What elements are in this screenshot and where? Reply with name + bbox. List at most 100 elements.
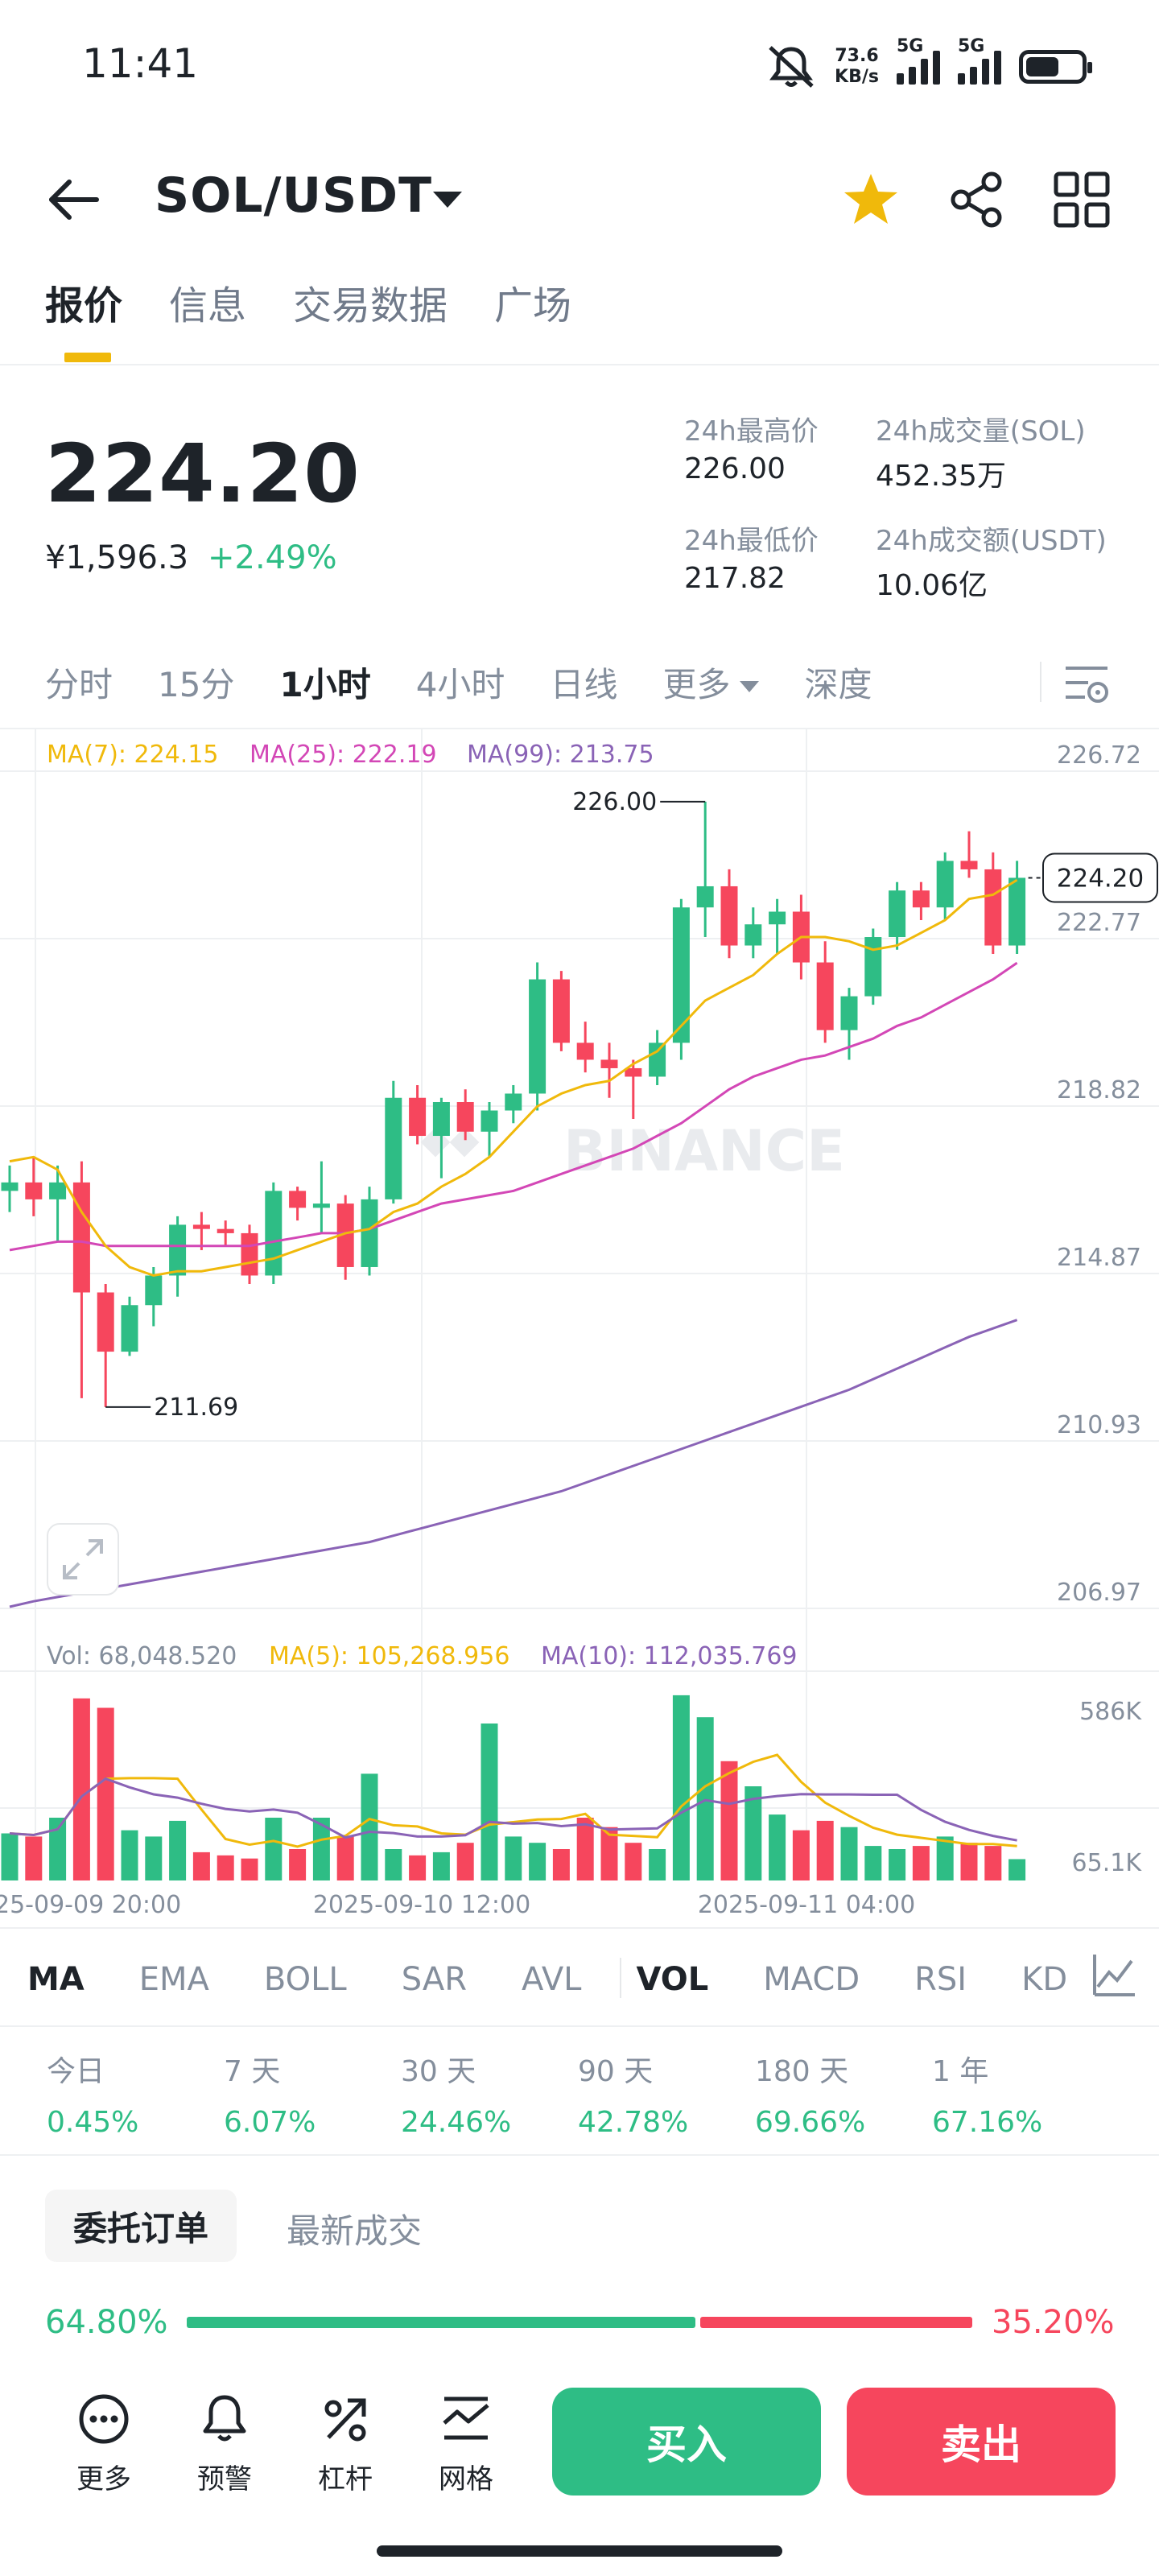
volume-sol-value: 452.35万: [876, 460, 1006, 493]
separator: [1040, 662, 1041, 702]
caret-down-icon[interactable]: [433, 192, 462, 208]
status-bar: 11:41 73.6 KB/s 5G 5G: [0, 0, 1159, 137]
indicator-chart-icon[interactable]: [1090, 1951, 1138, 2000]
kline-chart[interactable]: BINANCE 226.72 222.77 218.82 214.87 210.93 20…: [0, 729, 1159, 1935]
more-action[interactable]: 更多: [60, 2391, 148, 2496]
tab-open-orders[interactable]: 委托订单: [45, 2190, 237, 2262]
ind-boll[interactable]: BOLL: [263, 1961, 347, 1998]
tf-15m[interactable]: 15分: [158, 664, 235, 704]
perf-today: 今日 0.45%: [47, 2048, 138, 2139]
ind-vol[interactable]: VOL: [636, 1961, 709, 1998]
vol-ma10-label: MA(10): 112,035.769: [541, 1642, 798, 1670]
volume-bar: [552, 1849, 570, 1880]
expand-chart-button[interactable]: [47, 1523, 119, 1596]
tf-more[interactable]: 更多: [662, 658, 760, 707]
tab-latest-trades[interactable]: 最新成交: [287, 2211, 423, 2251]
perf-1y: 1 年 67.16%: [932, 2048, 1042, 2139]
star-icon[interactable]: [840, 169, 901, 230]
y-tick-label: 226.72: [1057, 741, 1141, 770]
candle: [720, 869, 738, 959]
candle-body: [265, 1191, 283, 1276]
more-icon: [79, 2394, 129, 2444]
candle-body: [672, 907, 690, 1043]
kline-chart-svg[interactable]: BINANCE 226.72 222.77 218.82 214.87 210.93 20…: [0, 729, 1159, 1935]
divider: [0, 728, 1159, 729]
volume-bar: [840, 1827, 858, 1880]
ind-rsi[interactable]: RSI: [914, 1961, 967, 1998]
tf-depth[interactable]: 深度: [804, 664, 872, 704]
mute-icon: [769, 46, 814, 88]
candle-body: [385, 1097, 402, 1199]
vol-label: Vol: 68,048.520: [47, 1642, 237, 1670]
tab-info[interactable]: 信息: [169, 283, 247, 328]
candle: [649, 1030, 666, 1085]
signal-icon-1: 5G: [897, 36, 940, 85]
sell-button[interactable]: 卖出: [847, 2388, 1116, 2496]
tab-square[interactable]: 广场: [494, 283, 572, 328]
buy-button[interactable]: 买入: [552, 2388, 821, 2496]
y-tick-label: 206.97: [1057, 1579, 1141, 1607]
tab-quote[interactable]: 报价: [45, 274, 122, 370]
low-annotation: 211.69: [154, 1393, 238, 1422]
ind-sar[interactable]: SAR: [401, 1961, 468, 1998]
candle: [432, 1097, 450, 1179]
candle-body: [936, 861, 954, 908]
volume-bar: [361, 1773, 378, 1880]
candle-body: [217, 1228, 234, 1233]
tf-timeline[interactable]: 分时: [45, 664, 113, 704]
tf-1d[interactable]: 日线: [550, 664, 618, 704]
perf-value: 0.45%: [47, 2106, 139, 2139]
sim1-label: 5G: [897, 36, 924, 56]
high-24h-label: 24h最高价: [684, 415, 819, 448]
candle: [192, 1212, 210, 1250]
chart-settings-icon[interactable]: [1061, 658, 1112, 710]
tf-1h[interactable]: 1小时: [279, 664, 371, 704]
volume-bar: [169, 1820, 187, 1880]
candle-body: [816, 962, 834, 1030]
candle-body: [289, 1191, 307, 1208]
candle-body: [840, 996, 858, 1030]
vol-tick-label: 586K: [1079, 1698, 1142, 1726]
perf-value: 42.78%: [578, 2106, 689, 2139]
top-tabs: 报价 信息 交易数据 广场: [45, 274, 571, 370]
vol-tick-label: 65.1K: [1072, 1849, 1143, 1877]
alert-label: 预警: [197, 2463, 252, 2496]
binance-logo-icon: [420, 1127, 480, 1158]
divider: [0, 364, 1159, 365]
perf-label: 30 天: [401, 2055, 476, 2088]
volume-bar: [121, 1830, 138, 1880]
perf-label: 90 天: [578, 2055, 654, 2088]
ind-kd[interactable]: KD: [1021, 1961, 1068, 1998]
y-tick-label: 218.82: [1057, 1076, 1141, 1104]
grid-menu-icon[interactable]: [1053, 171, 1111, 229]
alert-action[interactable]: 预警: [180, 2391, 269, 2496]
candle-body: [1008, 877, 1026, 946]
ind-avl[interactable]: AVL: [522, 1961, 582, 1998]
ind-ema[interactable]: EMA: [138, 1961, 209, 1998]
candle-body: [409, 1097, 427, 1137]
x-tick-label: 2025-09-10 12:00: [313, 1891, 530, 1919]
candle-body: [600, 1059, 618, 1068]
home-indicator[interactable]: [377, 2545, 782, 2557]
grid-action[interactable]: 网格: [422, 2391, 510, 2496]
candle-body: [889, 890, 906, 938]
candle: [481, 1101, 498, 1158]
battery-icon: [1019, 50, 1092, 84]
ind-ma[interactable]: MA: [27, 1961, 85, 1998]
buy-ratio-fill: [187, 2317, 696, 2328]
leverage-action[interactable]: 杠杆: [301, 2391, 390, 2496]
divider: [0, 2154, 1159, 2156]
candle-body: [336, 1203, 354, 1267]
current-price-tag: 224.20: [1057, 864, 1144, 893]
tab-trading-data[interactable]: 交易数据: [293, 283, 448, 328]
header: SOL/USDT: [0, 153, 1159, 242]
candle-body: [1, 1182, 19, 1191]
candle: [744, 907, 762, 959]
volume-bar: [25, 1836, 43, 1880]
status-icons: 73.6 KB/s 5G 5G: [765, 36, 1092, 95]
tf-4h[interactable]: 4小时: [415, 664, 505, 704]
ind-macd[interactable]: MACD: [763, 1961, 860, 1998]
share-icon[interactable]: [947, 169, 1008, 230]
pair-title[interactable]: SOL/USDT: [155, 167, 433, 224]
back-arrow-icon[interactable]: [45, 175, 101, 224]
